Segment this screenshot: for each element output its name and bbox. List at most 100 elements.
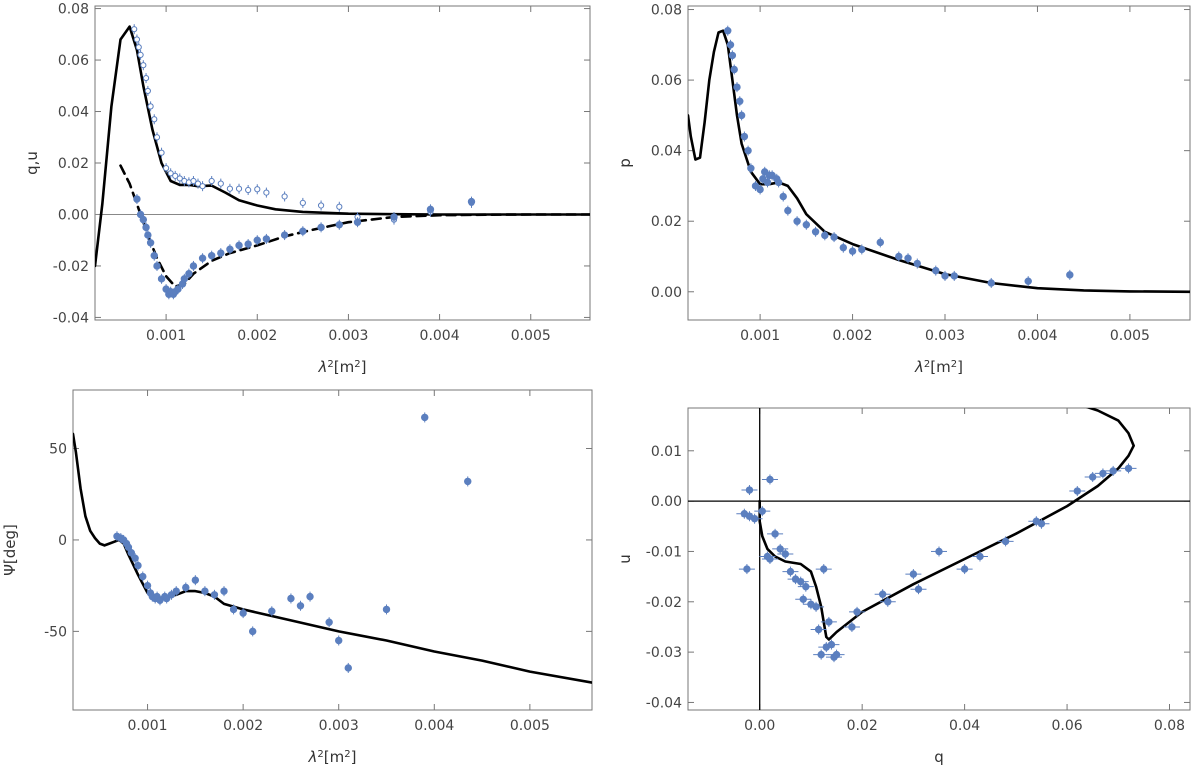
data-point [199,183,206,190]
data-point [127,549,136,557]
data-point [172,172,179,179]
data-point [830,233,838,241]
data-point [174,285,182,293]
data-point [207,251,216,260]
plot-frame [687,407,1191,711]
data-point [217,180,224,187]
data-point [736,97,744,105]
x-tick-label: 0.001 [128,718,168,734]
x-tick-label: 0.002 [237,328,277,344]
data-point [950,272,958,280]
y-tick-label: 0.00 [651,285,682,301]
x-tick-label: 0.002 [223,718,263,734]
data-point [799,595,807,603]
y-axis-label: p [616,158,634,168]
data-point [208,177,215,185]
data-point [426,205,435,214]
data-point [1001,537,1010,546]
x-tick-label: 0.06 [1051,718,1082,734]
data-point [737,111,746,120]
data-point [254,186,261,193]
data-point [157,275,166,283]
data-point [244,240,252,248]
y-axis-label: Ψ[deg] [1,524,19,576]
x-tick-label: 0.001 [740,328,780,344]
data-point [781,550,790,558]
data-point [1088,473,1097,481]
data-point [878,590,887,598]
data-point [306,592,314,601]
data-point [226,185,234,192]
data-point [827,640,836,649]
y-tick-label: -0.03 [646,645,682,661]
y-tick-label: 0.01 [651,444,682,460]
data-point [133,195,141,203]
data-point [281,193,288,200]
data-point [848,247,857,255]
data-point [144,231,152,239]
data-point [1109,467,1117,475]
data-point [1024,277,1032,285]
data-point [802,582,810,591]
x-tick-label: 0.005 [510,718,550,734]
x-tick-label: 0.005 [1110,328,1150,344]
panel-u-vs-q: 0.00 0.02 0.04 0.06 0.08 -0.04 -0.03 -0.02 -0.01… [616,407,1191,766]
data-point [779,192,787,201]
data-point [158,149,165,156]
data-point [335,221,344,229]
x-axis-label: λ2[m2] [914,358,963,376]
x-tick-label: 0.02 [847,718,878,734]
data-point [287,594,295,603]
data-point [796,577,805,586]
data-point [194,180,202,187]
y-tick-label: 0.02 [58,156,89,172]
y-tick-label: -0.04 [646,695,682,711]
data-point [1124,464,1133,473]
data-point [167,170,174,177]
x-tick-label: 0.002 [833,328,873,344]
data-point [839,243,848,252]
data-point [268,607,276,615]
data-point [935,547,943,556]
data-point [914,585,923,593]
data-point [825,618,833,626]
data-point [766,555,774,563]
data-point [239,609,247,617]
data-point [191,576,200,584]
y-tick-label: -0.04 [53,310,89,326]
model-curve [95,25,590,268]
data-point [758,507,766,515]
data-point [263,189,270,196]
data-point [133,36,141,43]
data-point [253,236,261,244]
data-point [226,245,234,253]
data-point [464,477,472,486]
data-point [745,486,754,494]
data-point [784,206,792,215]
data-point [210,591,219,599]
data-point [147,103,154,110]
data-point [744,146,752,155]
data-point [299,199,306,206]
y-tick-label: 0.00 [651,494,682,510]
data-point [189,262,198,270]
plot-area [73,412,592,684]
x-axis-label: λ2[m2] [318,358,367,376]
data-point [467,197,476,206]
x-tick-label: 0.04 [949,718,980,734]
data-point [135,44,142,51]
y-tick-label: 0.00 [58,207,89,223]
data-point [884,598,892,606]
plot-area [95,24,590,300]
data-point [728,51,737,60]
data-point [153,134,161,141]
data-point [821,231,829,240]
plot-area [688,25,1190,294]
data-point [317,223,325,232]
data-point [182,583,190,592]
y-tick-label: 50 [49,442,67,458]
data-point [176,175,183,182]
data-point [140,62,147,69]
data-point [137,51,144,59]
x-tick-label: 0.003 [925,328,965,344]
